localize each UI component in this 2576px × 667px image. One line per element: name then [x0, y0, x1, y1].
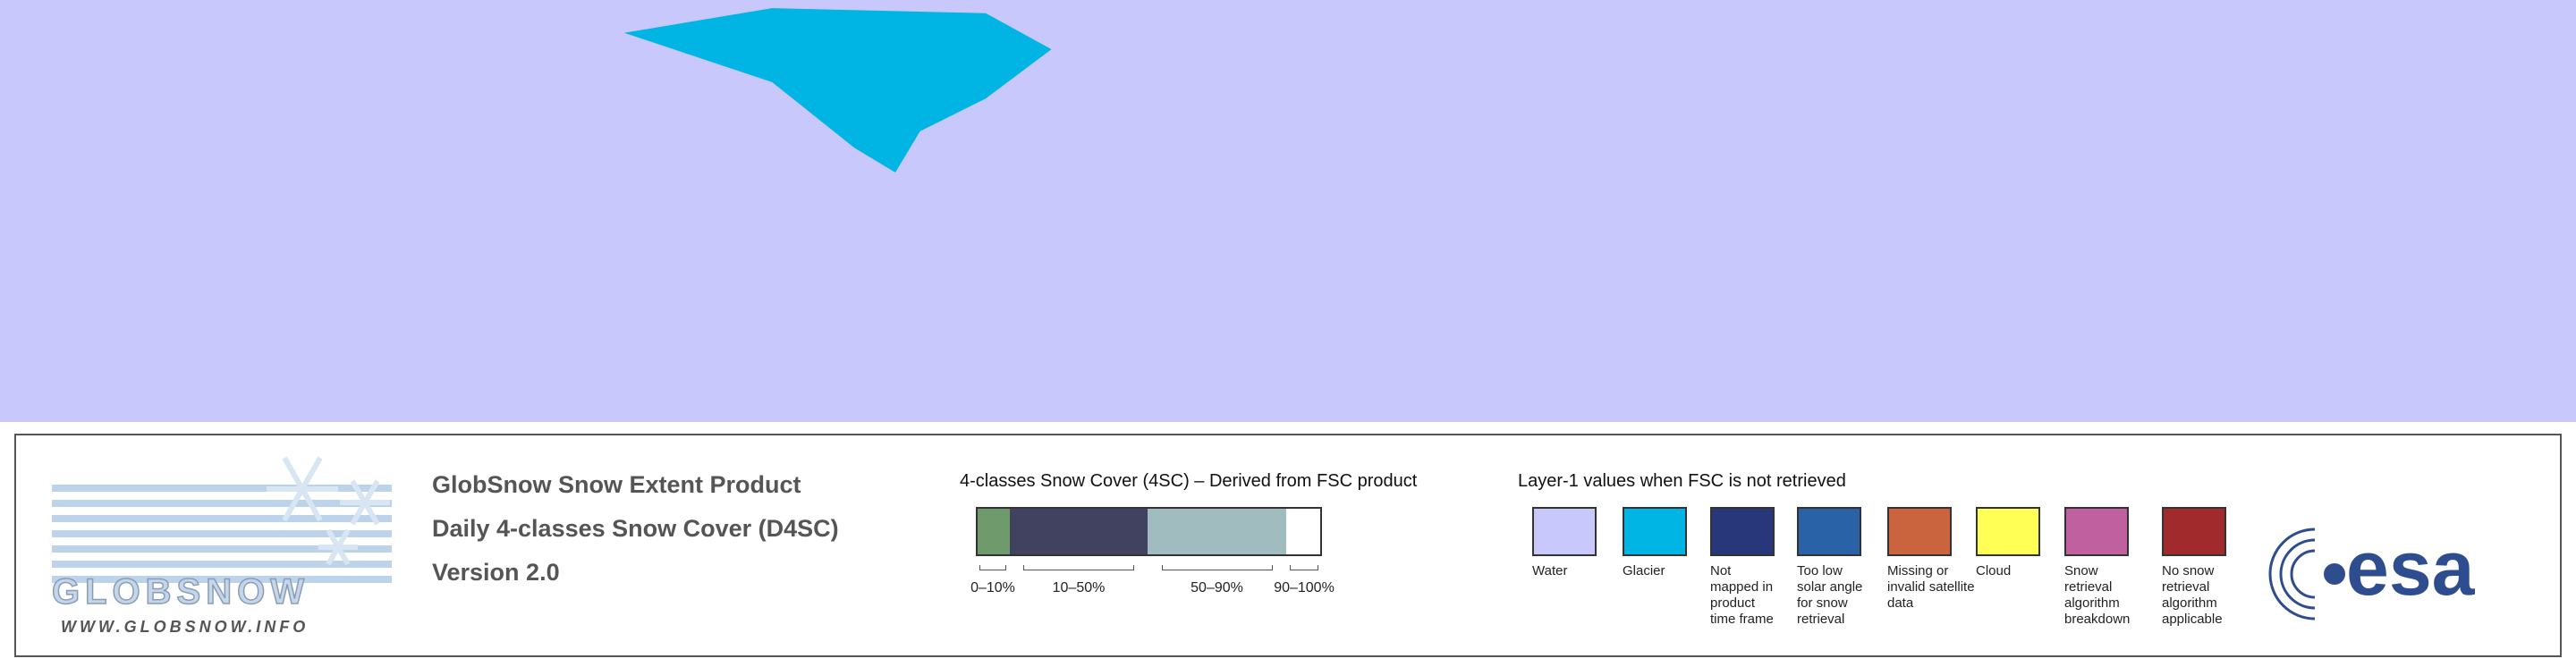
globsnow-logo: GLOBSNOW WWW.GLOBSNOW.INFO: [51, 456, 392, 636]
product-subtitle: Daily 4-classes Snow Cover (D4SC): [432, 515, 839, 542]
class-bracket: [1290, 565, 1318, 570]
logo-name: GLOBSNOW: [52, 572, 309, 612]
water-bodies: [0, 8, 1590, 402]
class-swatch: [1010, 507, 1148, 556]
product-version: Version 2.0: [432, 559, 560, 586]
class-label: 90–100%: [1274, 580, 1335, 595]
item-label: Glacier: [1623, 563, 1665, 578]
item-label: No snow retrieval algorithm applicable: [2162, 563, 2223, 627]
ocean: [0, 0, 2576, 422]
item-label: Missing or invalid satellite data: [1887, 563, 1975, 611]
item-swatch: [1710, 507, 1775, 556]
class-label: 10–50%: [1052, 580, 1106, 595]
item-swatch: [1797, 507, 1861, 556]
legend-panel: GLOBSNOW WWW.GLOBSNOW.INFO GlobSnow Snow…: [14, 434, 2562, 657]
class-label: 0–10%: [970, 580, 1015, 595]
class-bracket: [979, 565, 1007, 570]
item-label: Snow retrieval algorithm breakdown: [2064, 563, 2131, 627]
snow-cover-scale: 0–10% 10–50% 50–90% 90–100%: [960, 435, 1335, 650]
class-bracket: [1161, 565, 1273, 570]
item-label: Not mapped in product time frame: [1710, 563, 1774, 627]
item-swatch: [2162, 507, 2226, 556]
class-bracket: [1023, 565, 1134, 570]
item-swatch: [1623, 507, 1687, 556]
item-swatch: [2064, 507, 2129, 556]
class-label: 50–90%: [1191, 580, 1243, 595]
item-label: Water: [1532, 563, 1568, 578]
item-label: Cloud: [1976, 563, 2012, 578]
esa-logo: esa: [2268, 525, 2476, 623]
class-swatch: [976, 507, 1010, 556]
item-swatch: [1887, 507, 1952, 556]
product-title: GlobSnow Snow Extent Product: [432, 471, 801, 498]
snow-map: [0, 0, 2576, 422]
logo-url: WWW.GLOBSNOW.INFO: [61, 618, 309, 636]
esa-text: esa: [2346, 526, 2476, 612]
class-swatch: [1286, 507, 1322, 556]
item-label: Too low solar angle for snow retrieval: [1797, 563, 1863, 627]
layer1-items: Water Glacier Not mapped in product time f…: [1518, 435, 2278, 650]
item-swatch: [1532, 507, 1597, 556]
layer1-title: Layer-1 values when FSC is not retrieved: [1518, 471, 1846, 491]
snow-cover-title: 4-classes Snow Cover (4SC) – Derived fro…: [960, 471, 1418, 491]
class-swatch: [1148, 507, 1286, 556]
item-swatch: [1976, 507, 2040, 556]
